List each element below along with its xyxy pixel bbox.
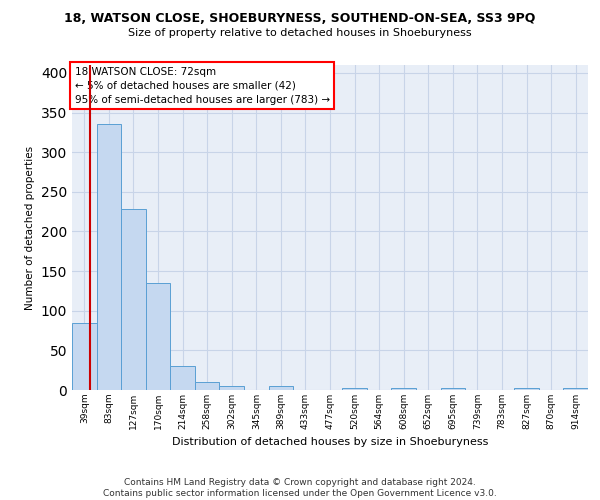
Text: 18 WATSON CLOSE: 72sqm
← 5% of detached houses are smaller (42)
95% of semi-deta: 18 WATSON CLOSE: 72sqm ← 5% of detached …: [74, 66, 330, 104]
Bar: [121, 210, 146, 390]
Bar: [220, 386, 244, 390]
Bar: [391, 388, 416, 390]
Bar: [72, 322, 97, 390]
Text: 18, WATSON CLOSE, SHOEBURYNESS, SOUTHEND-ON-SEA, SS3 9PQ: 18, WATSON CLOSE, SHOEBURYNESS, SOUTHEND…: [64, 12, 536, 26]
Bar: [440, 388, 465, 390]
Bar: [97, 124, 121, 390]
Bar: [195, 382, 220, 390]
Y-axis label: Number of detached properties: Number of detached properties: [25, 146, 35, 310]
Bar: [269, 386, 293, 390]
Bar: [146, 283, 170, 390]
Bar: [514, 388, 539, 390]
Text: Size of property relative to detached houses in Shoeburyness: Size of property relative to detached ho…: [128, 28, 472, 38]
Bar: [342, 388, 367, 390]
Bar: [563, 388, 588, 390]
Text: Contains HM Land Registry data © Crown copyright and database right 2024.
Contai: Contains HM Land Registry data © Crown c…: [103, 478, 497, 498]
Bar: [170, 366, 195, 390]
X-axis label: Distribution of detached houses by size in Shoeburyness: Distribution of detached houses by size …: [172, 438, 488, 448]
